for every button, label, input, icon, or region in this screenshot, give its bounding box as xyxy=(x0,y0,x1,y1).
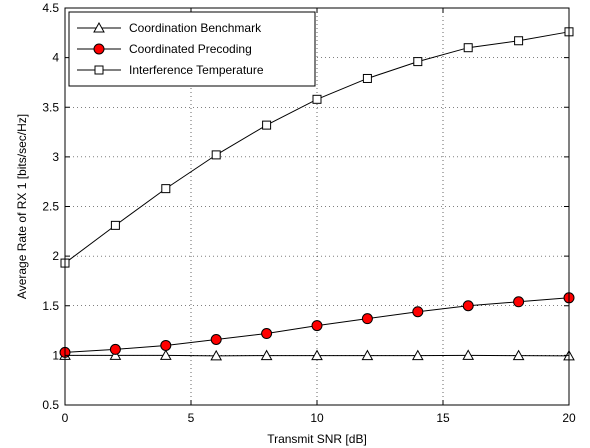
data-point-triangle xyxy=(411,349,424,361)
data-point-triangle xyxy=(210,349,223,361)
axis-ticks: 0 5 10 15 20 0.5 1 1.5 2 2.5 3 3.5 4 4.5 xyxy=(42,1,576,425)
y-tick-label: 1 xyxy=(52,348,59,362)
data-point-square xyxy=(463,43,473,53)
y-tick-label: 2 xyxy=(52,249,59,263)
data-point-circle xyxy=(361,313,373,325)
x-tick-label: 5 xyxy=(188,411,195,425)
data-point-square xyxy=(110,220,120,230)
x-tick-label: 0 xyxy=(62,411,69,425)
y-tick-label: 1.5 xyxy=(42,299,59,313)
data-point-triangle xyxy=(260,349,273,361)
data-point-circle xyxy=(412,306,424,318)
legend: Coordination Benchmark Coordinated Precod… xyxy=(68,11,316,87)
data-point-triangle xyxy=(361,349,374,361)
data-point-circle xyxy=(462,300,474,312)
data-point-triangle xyxy=(159,349,172,360)
legend-label: Interference Temperature xyxy=(129,63,264,77)
data-point-circle xyxy=(210,333,222,345)
legend-marker-square xyxy=(94,65,104,75)
data-point-square xyxy=(413,57,423,67)
y-tick-label: 2.5 xyxy=(42,200,59,214)
y-tick-label: 4.5 xyxy=(42,1,59,15)
data-point-circle xyxy=(160,339,172,351)
data-point-circle xyxy=(261,328,273,340)
y-axis-label: Average Rate of RX 1 [bits/sec/Hz] xyxy=(15,114,29,299)
y-tick-label: 0.5 xyxy=(42,398,59,412)
legend-marker-triangle xyxy=(93,21,105,33)
data-point-square xyxy=(262,120,272,130)
data-point-square xyxy=(362,73,372,83)
series-circle xyxy=(59,292,575,358)
data-point-square xyxy=(161,184,171,194)
data-point-square xyxy=(211,150,221,160)
legend-item: Coordination Benchmark xyxy=(77,21,262,35)
data-point-square xyxy=(312,94,322,104)
legend-label: Coordination Benchmark xyxy=(129,21,262,35)
data-point-circle xyxy=(311,320,323,332)
legend-item: Interference Temperature xyxy=(77,63,264,77)
x-axis-label: Transmit SNR [dB] xyxy=(267,432,367,446)
y-tick-label: 3.5 xyxy=(42,100,59,114)
data-point-triangle xyxy=(512,349,525,361)
x-tick-label: 20 xyxy=(562,411,576,425)
y-tick-label: 3 xyxy=(52,150,59,164)
legend-item: Coordinated Precoding xyxy=(77,42,252,56)
legend-items: Coordination Benchmark Coordinated Precod… xyxy=(77,21,264,77)
y-tick-label: 4 xyxy=(52,51,59,65)
data-point-circle xyxy=(109,343,121,355)
data-point-circle xyxy=(513,296,525,308)
data-point-triangle xyxy=(311,349,323,361)
legend-marker-circle xyxy=(93,43,105,55)
x-tick-label: 10 xyxy=(310,411,324,425)
legend-label: Coordinated Precoding xyxy=(129,42,252,56)
data-point-square xyxy=(514,36,524,46)
x-tick-label: 15 xyxy=(436,411,450,425)
data-point-triangle xyxy=(462,349,475,360)
